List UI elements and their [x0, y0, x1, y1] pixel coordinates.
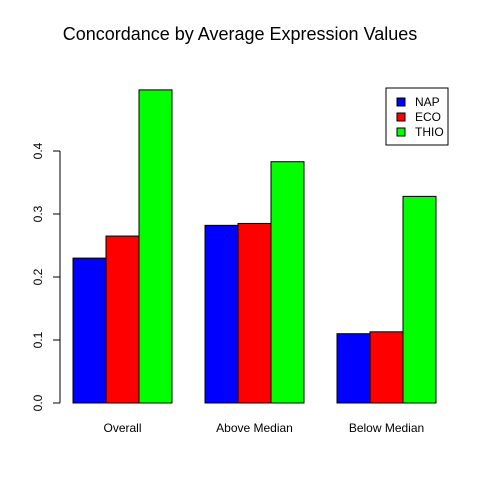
bar-nap-above-median: [204, 224, 239, 404]
y-tick-label: 0.1: [31, 331, 45, 348]
y-tick-label: 0.0: [31, 394, 45, 411]
category-label: Below Median: [349, 421, 424, 435]
category-label: Above Median: [216, 421, 293, 435]
bar-thio-overall: [138, 89, 173, 404]
category-label: Overall: [103, 421, 141, 435]
bar-thio-below-median: [402, 195, 437, 404]
y-tick-label: 0.2: [31, 268, 45, 285]
bar-eco-above-median: [237, 222, 272, 404]
legend-swatch-thio: [396, 127, 406, 137]
legend-swatch-nap: [396, 97, 406, 107]
x-axis-labels: Overall Above Median Below Median: [103, 421, 424, 435]
bars: [72, 89, 437, 404]
y-tick-label: 0.3: [31, 205, 45, 222]
legend-label-thio: THIO: [415, 125, 444, 139]
y-axis: 0.0 0.1 0.2 0.3 0.4: [31, 142, 61, 411]
bar-thio-above-median: [270, 161, 305, 404]
bar-nap-below-median: [336, 333, 371, 404]
bar-nap-overall: [72, 257, 107, 404]
legend-box: [385, 87, 449, 146]
legend-label-eco: ECO: [415, 110, 441, 124]
bar-eco-below-median: [369, 331, 404, 404]
legend-label-nap: NAP: [415, 95, 440, 109]
legend-swatch-eco: [396, 112, 406, 122]
bar-eco-overall: [105, 235, 140, 404]
y-tick-label: 0.4: [31, 142, 45, 159]
chart-title: Concordance by Average Expression Values: [63, 24, 418, 44]
